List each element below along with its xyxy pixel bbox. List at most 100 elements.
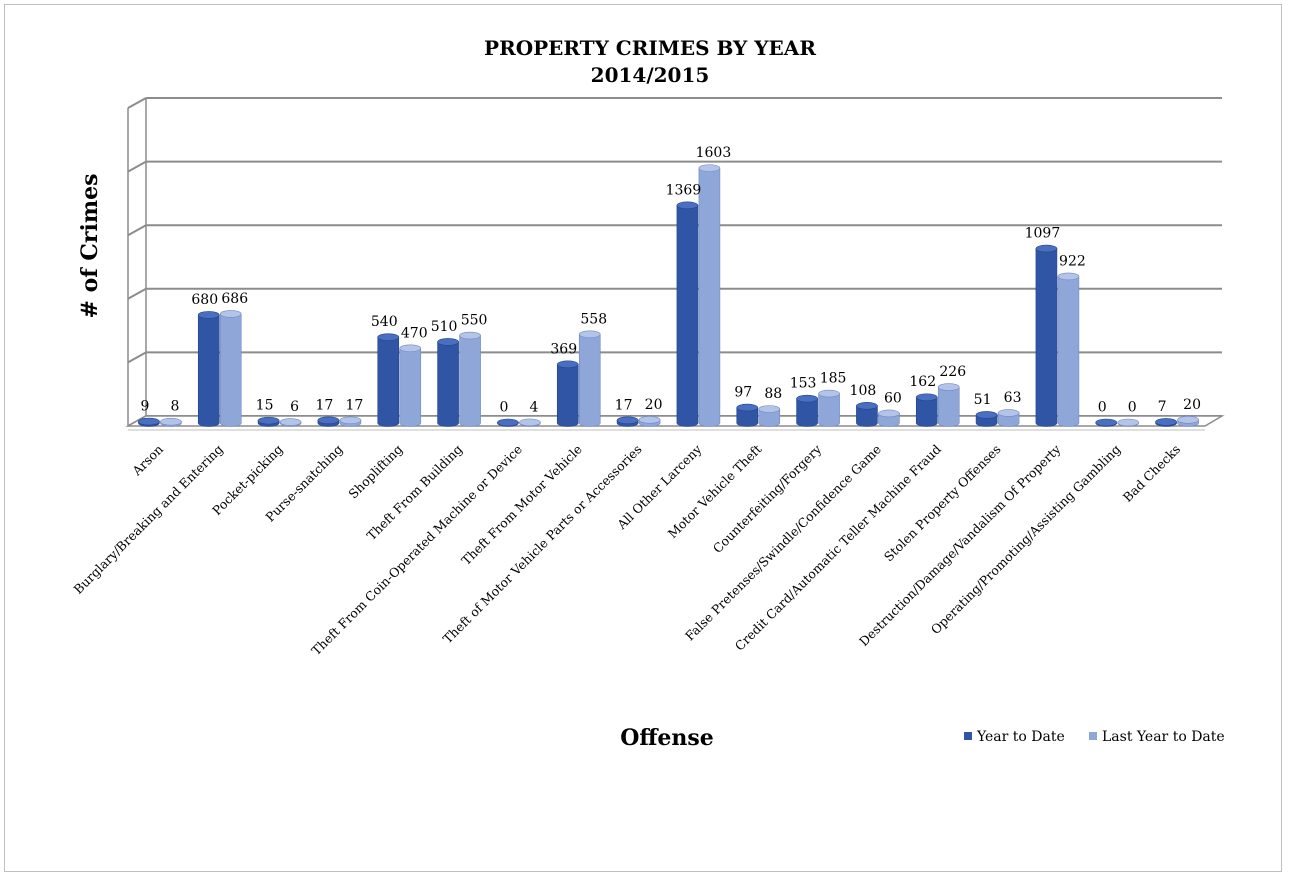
chart-title-line-1: PROPERTY CRIMES BY YEAR <box>484 36 816 60</box>
gridline-side <box>127 287 147 300</box>
bar-top <box>975 411 998 419</box>
data-label: 6 <box>290 399 299 415</box>
category-label: Theft From Coin-Operated Machine or Devi… <box>308 442 525 659</box>
data-label: 680 <box>191 292 218 308</box>
category-label: Counterfeiting/Forgery <box>710 441 825 556</box>
chart-area <box>4 4 1282 872</box>
bar-year-to-date <box>497 418 519 427</box>
bar-top <box>937 383 960 391</box>
bar-year-to-date <box>197 311 220 427</box>
category-label: Arson <box>129 442 166 479</box>
bar-top <box>856 402 878 410</box>
data-label: 51 <box>974 392 992 408</box>
bar-year-to-date <box>1035 244 1058 427</box>
data-label: 20 <box>645 397 663 413</box>
bar-top <box>878 409 900 418</box>
bar-body <box>1057 276 1080 427</box>
data-label: 369 <box>550 341 577 357</box>
bar-year-to-date <box>1095 418 1118 427</box>
bar-year-to-date <box>377 333 400 427</box>
legend-label-year-to-date: Year to Date <box>976 729 1065 745</box>
bar-top <box>736 403 759 412</box>
data-label: 686 <box>221 291 248 307</box>
bar-top <box>339 416 362 425</box>
data-label: 1603 <box>696 145 732 161</box>
bar-top <box>497 418 519 427</box>
data-label: 185 <box>820 371 847 387</box>
data-label: 1369 <box>666 182 702 198</box>
data-label: 60 <box>884 390 902 406</box>
bars <box>138 164 1199 427</box>
bar-body <box>676 205 699 427</box>
category-label: Destruction/Damage/Vandalism Of Property <box>856 441 1064 649</box>
bar-top <box>279 418 302 426</box>
data-label: 63 <box>1004 390 1022 406</box>
bar-last-year-to-date <box>1057 272 1080 427</box>
data-label: 7 <box>1158 399 1167 415</box>
bar-last-year-to-date <box>578 330 601 427</box>
bar-top <box>437 338 459 346</box>
category-label: Shoplifting <box>345 442 405 502</box>
data-label: 0 <box>1128 400 1137 416</box>
bar-top <box>219 310 242 318</box>
bar-top <box>1117 418 1140 427</box>
data-label: 8 <box>170 399 179 415</box>
bar-year-to-date <box>736 403 759 427</box>
bar-top <box>160 417 182 426</box>
bar-body <box>818 393 840 427</box>
bar-body <box>197 314 220 427</box>
data-label: 9 <box>140 399 149 415</box>
data-label: 510 <box>431 319 458 335</box>
gridline-side <box>127 351 147 364</box>
bar-top <box>578 330 601 339</box>
bar-body <box>997 412 1020 427</box>
data-label: 540 <box>371 314 398 330</box>
bar-top <box>519 418 541 427</box>
bar-top <box>676 201 699 210</box>
bar-top <box>377 333 400 341</box>
data-label: 0 <box>499 400 508 416</box>
bar-year-to-date <box>556 360 579 427</box>
bar-top <box>1095 418 1118 427</box>
data-label: 470 <box>401 325 428 341</box>
bar-last-year-to-date <box>638 416 661 427</box>
bar-last-year-to-date <box>160 417 182 427</box>
bar-body <box>459 335 481 427</box>
category-label: Theft From Motor Vehicle <box>458 442 585 569</box>
bar-year-to-date <box>257 416 280 427</box>
bar-body <box>399 347 422 427</box>
bar-year-to-date <box>1155 418 1177 427</box>
bar-top <box>915 393 938 402</box>
data-label: 17 <box>346 397 364 413</box>
bar-top <box>1057 272 1080 281</box>
bar-top <box>1155 418 1177 426</box>
bar-top <box>1177 416 1199 424</box>
bar-body <box>1035 248 1058 427</box>
data-label: 88 <box>764 386 782 402</box>
data-label: 162 <box>909 374 936 390</box>
bar-top <box>399 344 422 353</box>
bar-body <box>937 386 960 427</box>
bar-top <box>1035 244 1058 253</box>
x-axis-title: Offense <box>620 725 714 751</box>
bar-body <box>377 336 400 427</box>
bar-last-year-to-date <box>698 164 721 427</box>
data-label: 550 <box>461 313 488 329</box>
legend: Year to Date Last Year to Date <box>964 729 1225 745</box>
bar-top <box>758 405 781 413</box>
data-label: 15 <box>256 398 274 414</box>
bar-year-to-date <box>437 338 459 427</box>
data-label: 108 <box>850 383 877 399</box>
data-label: 558 <box>580 311 607 327</box>
bar-last-year-to-date <box>219 310 242 427</box>
bar-body <box>796 398 818 427</box>
data-label: 0 <box>1098 400 1107 416</box>
bar-last-year-to-date <box>878 409 900 427</box>
chart-title-line-2: 2014/2015 <box>591 63 710 87</box>
data-label: 922 <box>1059 253 1086 269</box>
bar-year-to-date <box>676 201 699 427</box>
bar-body <box>736 407 759 427</box>
legend-swatch-last-year-to-date <box>1089 732 1097 740</box>
